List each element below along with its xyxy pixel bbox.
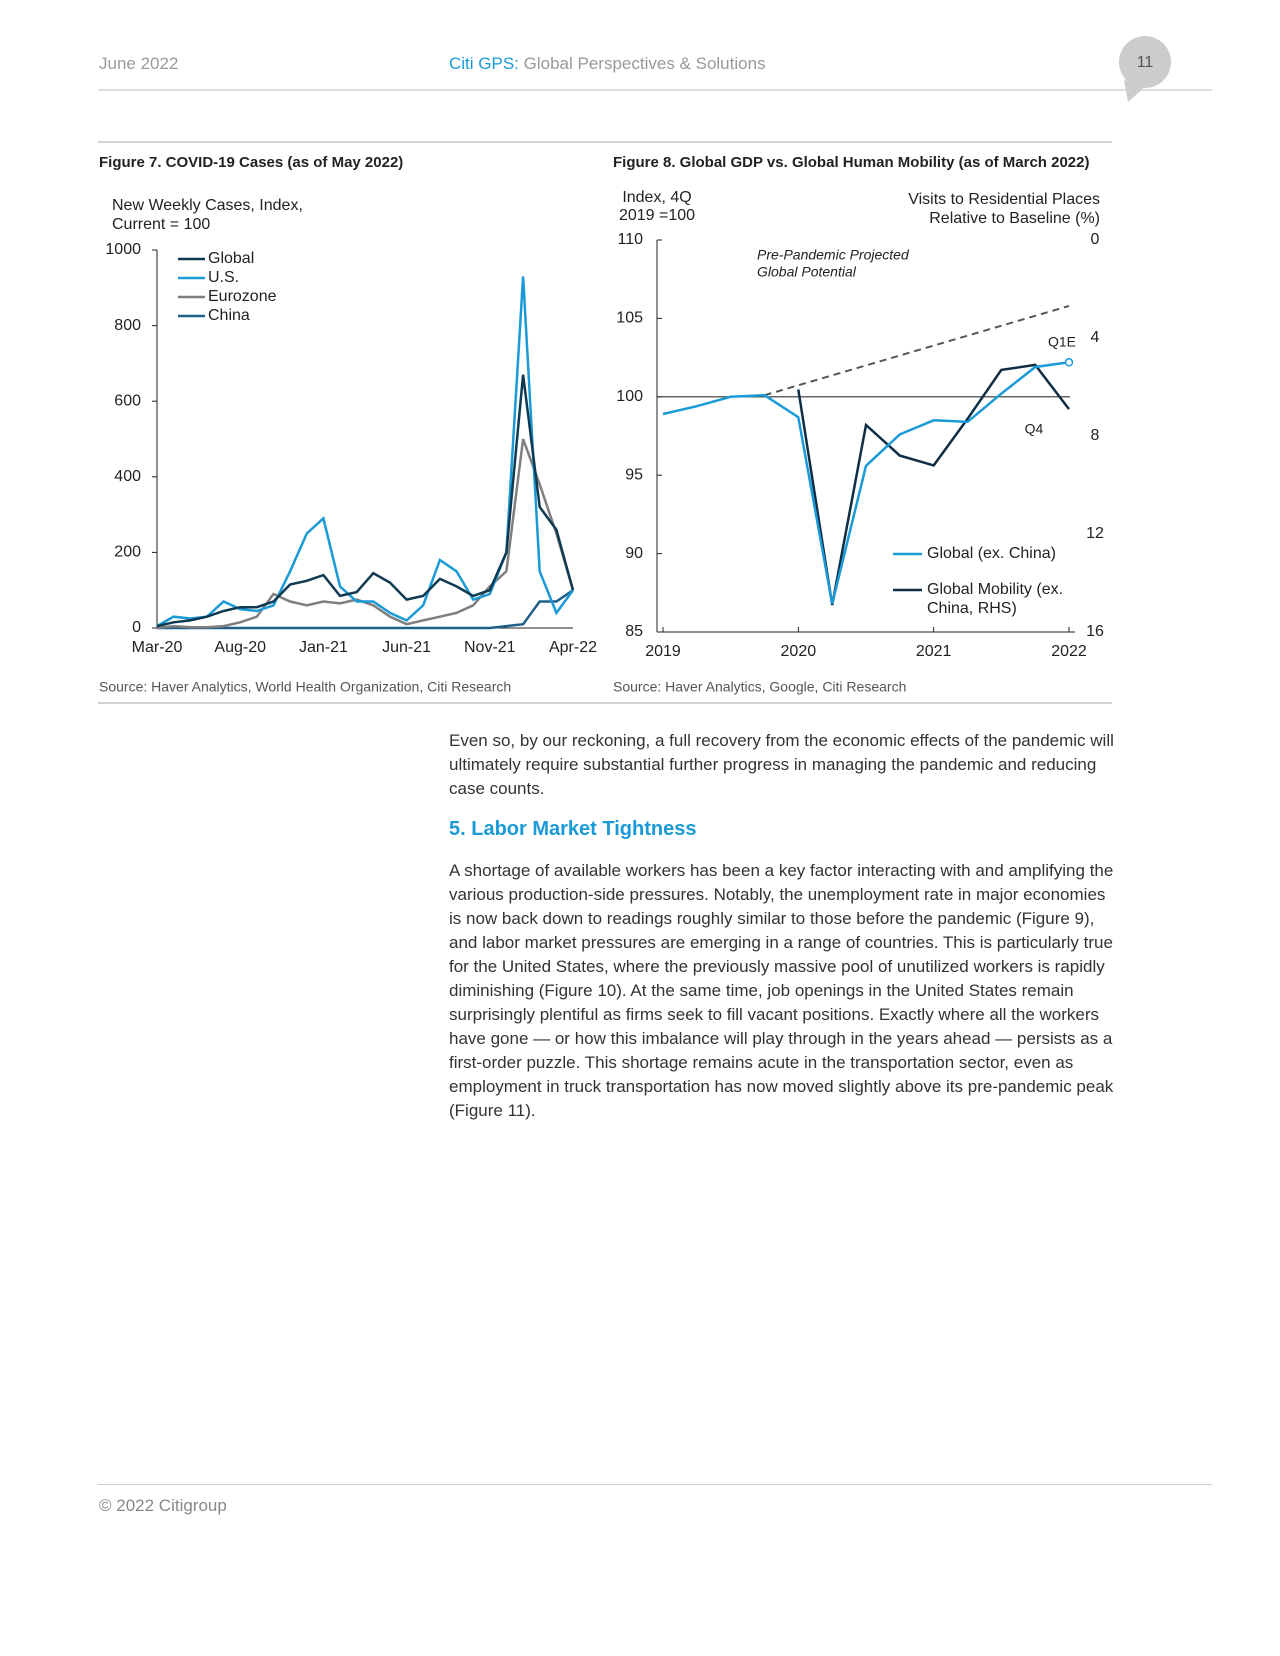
y2-tick-label: 8: [1091, 427, 1100, 444]
paragraph: Even so, by our reckoning, a full recove…: [449, 731, 1114, 798]
y-tick-label: 800: [114, 317, 141, 334]
charts: 11 Figure 7. COVID-19 Cases (as of May 2…: [98, 36, 1212, 704]
y-tick-label: 90: [625, 545, 643, 562]
header-date: June 2022: [99, 54, 179, 73]
figure-title: Figure 7. COVID-19 Cases (as of May 2022…: [99, 154, 403, 171]
y-tick-label: 1000: [105, 241, 141, 258]
y2-tick-label: 12: [1086, 525, 1104, 542]
section-heading: 5. Labor Market Tightness: [449, 818, 697, 840]
brand: Citi GPS:: [449, 54, 519, 73]
page-badge: [1119, 36, 1171, 88]
y-tick-label: 85: [625, 623, 643, 640]
y-tick-label: 110: [617, 231, 643, 248]
x-tick-label: 2020: [781, 643, 817, 660]
y2-tick-label: 4: [1091, 329, 1100, 346]
series-line: [156, 374, 575, 628]
source: Source: Haver Analytics, Google, Citi Re…: [613, 679, 906, 695]
annotation: Pre-Pandemic Projected: [757, 247, 910, 263]
x-tick-label: Apr-22: [549, 639, 597, 656]
y-tick-label: 400: [114, 468, 141, 485]
y2-axis-label: Relative to Baseline (%): [929, 210, 1100, 227]
x-tick-label: 2022: [1051, 643, 1087, 660]
potential-line: [764, 304, 1070, 397]
source: Source: Haver Analytics, World Health Or…: [99, 679, 511, 695]
y-tick-label: 95: [625, 466, 643, 483]
figure-title: Figure 8. Global GDP vs. Global Human Mo…: [613, 154, 1090, 171]
legend-label: China: [208, 307, 250, 324]
header-title: Citi GPS: Global Perspectives & Solution…: [449, 54, 766, 74]
y-axis-label: Index, 4Q: [622, 189, 691, 206]
y-tick-label: 100: [616, 388, 643, 405]
y-axis-label: Current = 100: [112, 216, 210, 233]
y-tick-label: 105: [616, 310, 643, 327]
legend-label: Global Mobility (ex. China, RHS): [927, 581, 1064, 617]
paragraph: A shortage of available workers has been…: [449, 861, 1114, 1120]
annotation: Q1E: [1048, 334, 1076, 350]
x-tick-label: 2021: [916, 643, 952, 660]
x-tick-label: Jan-21: [299, 639, 348, 656]
x-tick-label: Nov-21: [464, 639, 516, 656]
page-number: 11: [1137, 54, 1154, 71]
series-line: [157, 589, 574, 630]
series-line: [156, 276, 575, 628]
y-axis-label: New Weekly Cases, Index,: [112, 197, 303, 214]
y2-axis-label: Visits to Residential Places: [908, 191, 1100, 208]
legend-label: Eurozone: [208, 288, 277, 305]
footer-rule: [98, 1484, 1212, 1485]
tagline: Global Perspectives & Solutions: [523, 54, 766, 73]
y2-tick-label: 0: [1091, 231, 1100, 248]
y-tick-label: 200: [114, 544, 141, 561]
legend-label: U.S.: [208, 269, 239, 286]
legend-label: Global (ex. China): [927, 545, 1056, 562]
x-tick-label: 2019: [645, 643, 681, 660]
badge-pointer: [1124, 80, 1146, 102]
legend-label: Global: [208, 250, 254, 267]
x-tick-label: Jun-21: [382, 639, 431, 656]
y-axis-label: 2019 =100: [619, 207, 695, 224]
copyright: © 2022 Citigroup: [99, 1496, 227, 1515]
end-marker: [1064, 358, 1074, 367]
series-line: [797, 363, 1070, 606]
x-tick-label: Aug-20: [214, 639, 266, 656]
y-tick-label: 0: [132, 619, 141, 636]
series-line: [662, 361, 1070, 605]
x-tick-label: Mar-20: [132, 639, 183, 656]
y-tick-label: 600: [114, 392, 141, 409]
annotation: Global Potential: [757, 264, 857, 280]
y2-tick-label: 16: [1086, 623, 1104, 640]
annotation: Q4: [1025, 421, 1044, 437]
